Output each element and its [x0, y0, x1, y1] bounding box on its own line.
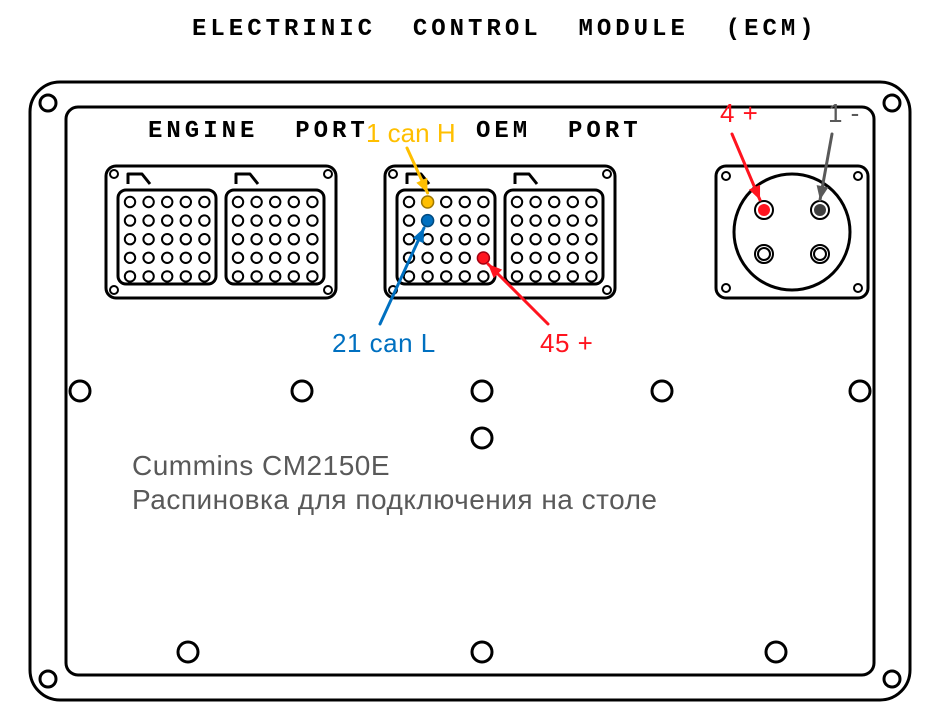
mounting-hole: [472, 428, 492, 448]
engine-port-connector: [106, 166, 336, 298]
pin-4-plus-label: 4 +: [720, 100, 758, 126]
power-connector: [716, 166, 868, 298]
highlight-pin-can_l: [422, 215, 434, 227]
diagram-stage: ELECTRINIC CONTROL MODULE (ECM) ENGINE P…: [0, 0, 948, 724]
model-caption-label: Распиновка для подключения на столе: [132, 486, 658, 514]
engine-port-label: ENGINE PORT: [148, 120, 369, 144]
oem-port-label: OEM PORT: [476, 120, 642, 144]
mounting-hole: [850, 381, 870, 401]
mounting-hole: [472, 642, 492, 662]
model-name-label: Cummins CM2150E: [132, 452, 390, 480]
pin-1-minus-label: 1 -: [828, 100, 860, 126]
mounting-hole: [178, 642, 198, 662]
highlight-pin-plus45: [477, 252, 489, 264]
can-h-label: 1 can H: [366, 120, 456, 146]
arrow-can-h: [407, 148, 428, 193]
corner-tab-hole: [40, 671, 56, 687]
mounting-hole: [766, 642, 786, 662]
ecm-diagram-svg: [0, 0, 948, 724]
corner-tab-hole: [884, 671, 900, 687]
highlight-pin-can_h: [422, 196, 434, 208]
can-l-label: 21 can L: [332, 330, 436, 356]
corner-tab-hole: [40, 95, 56, 111]
mounting-hole: [292, 381, 312, 401]
mounting-hole: [472, 381, 492, 401]
mounting-hole: [652, 381, 672, 401]
oem-port-connector: [385, 166, 615, 298]
mounting-hole: [70, 381, 90, 401]
arrow-can-l: [380, 228, 424, 324]
corner-tab-hole: [884, 95, 900, 111]
pin-45-plus-label: 45 +: [540, 330, 593, 356]
